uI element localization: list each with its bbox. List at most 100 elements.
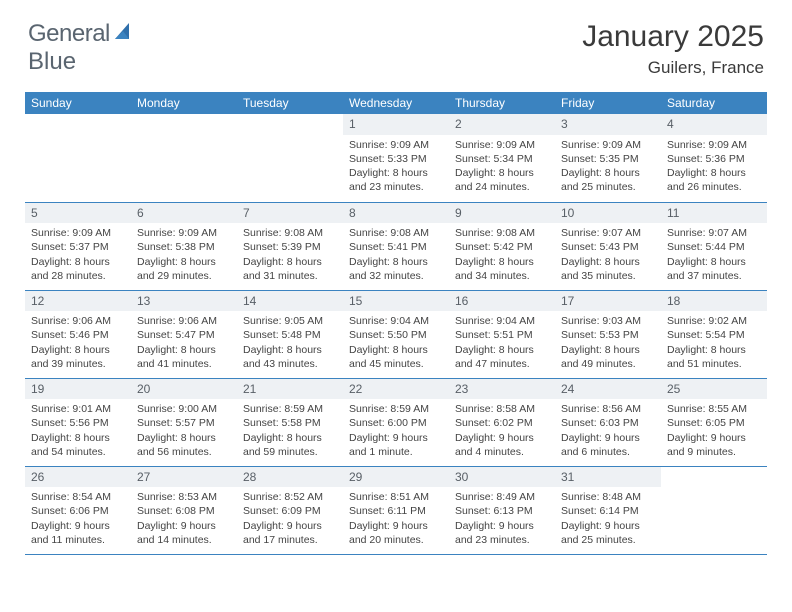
day-detail-line: Sunset: 6:03 PM — [561, 416, 655, 430]
day-details: Sunrise: 9:05 AMSunset: 5:48 PMDaylight:… — [237, 311, 343, 375]
day-detail-line: Daylight: 8 hours — [455, 255, 549, 269]
day-detail-line: Sunrise: 8:56 AM — [561, 402, 655, 416]
day-cell: 2Sunrise: 9:09 AMSunset: 5:34 PMDaylight… — [449, 114, 555, 202]
day-details: Sunrise: 8:59 AMSunset: 6:00 PMDaylight:… — [343, 399, 449, 463]
page-title: January 2025 — [582, 20, 764, 54]
day-detail-line: and 47 minutes. — [455, 357, 549, 371]
day-detail-line: and 26 minutes. — [667, 180, 761, 194]
day-cell: 28Sunrise: 8:52 AMSunset: 6:09 PMDayligh… — [237, 466, 343, 554]
week-row: 1Sunrise: 9:09 AMSunset: 5:33 PMDaylight… — [25, 114, 767, 202]
day-detail-line: Sunset: 6:00 PM — [349, 416, 443, 430]
day-detail-line: Daylight: 8 hours — [667, 255, 761, 269]
day-detail-line: Sunrise: 9:04 AM — [455, 314, 549, 328]
day-detail-line: Sunrise: 9:00 AM — [137, 402, 231, 416]
day-detail-line: and 45 minutes. — [349, 357, 443, 371]
day-cell: 13Sunrise: 9:06 AMSunset: 5:47 PMDayligh… — [131, 290, 237, 378]
day-detail-line: and 25 minutes. — [561, 533, 655, 547]
day-detail-line: Sunrise: 9:09 AM — [137, 226, 231, 240]
day-detail-line: and 20 minutes. — [349, 533, 443, 547]
day-cell: 8Sunrise: 9:08 AMSunset: 5:41 PMDaylight… — [343, 202, 449, 290]
day-detail-line: Sunset: 5:47 PM — [137, 328, 231, 342]
logo-word-1: General — [28, 20, 110, 48]
day-detail-line: Daylight: 8 hours — [137, 431, 231, 445]
day-cell: 1Sunrise: 9:09 AMSunset: 5:33 PMDaylight… — [343, 114, 449, 202]
day-detail-line: Daylight: 8 hours — [243, 255, 337, 269]
day-detail-line: Sunrise: 9:03 AM — [561, 314, 655, 328]
day-number: 27 — [131, 467, 237, 488]
day-detail-line: Sunrise: 8:49 AM — [455, 490, 549, 504]
day-detail-line: Sunrise: 8:48 AM — [561, 490, 655, 504]
day-detail-line: Sunrise: 9:09 AM — [561, 138, 655, 152]
day-cell: 23Sunrise: 8:58 AMSunset: 6:02 PMDayligh… — [449, 378, 555, 466]
day-detail-line: Daylight: 8 hours — [349, 166, 443, 180]
day-cell — [237, 114, 343, 202]
day-number: 26 — [25, 467, 131, 488]
day-details: Sunrise: 9:09 AMSunset: 5:33 PMDaylight:… — [343, 135, 449, 199]
day-details: Sunrise: 9:03 AMSunset: 5:53 PMDaylight:… — [555, 311, 661, 375]
day-detail-line: and 9 minutes. — [667, 445, 761, 459]
day-detail-line: Daylight: 8 hours — [561, 343, 655, 357]
day-number: 29 — [343, 467, 449, 488]
day-detail-line: and 4 minutes. — [455, 445, 549, 459]
day-details: Sunrise: 8:51 AMSunset: 6:11 PMDaylight:… — [343, 487, 449, 551]
day-number: 4 — [661, 114, 767, 135]
day-cell: 20Sunrise: 9:00 AMSunset: 5:57 PMDayligh… — [131, 378, 237, 466]
week-row: 26Sunrise: 8:54 AMSunset: 6:06 PMDayligh… — [25, 466, 767, 554]
day-details: Sunrise: 9:00 AMSunset: 5:57 PMDaylight:… — [131, 399, 237, 463]
day-header: Sunday — [25, 92, 131, 114]
day-detail-line: Sunset: 5:33 PM — [349, 152, 443, 166]
day-details: Sunrise: 8:54 AMSunset: 6:06 PMDaylight:… — [25, 487, 131, 551]
day-number: 6 — [131, 203, 237, 224]
day-detail-line: Daylight: 9 hours — [349, 519, 443, 533]
day-detail-line: Sunset: 5:34 PM — [455, 152, 549, 166]
day-detail-line: Sunset: 5:57 PM — [137, 416, 231, 430]
day-number: 18 — [661, 291, 767, 312]
day-details: Sunrise: 9:09 AMSunset: 5:37 PMDaylight:… — [25, 223, 131, 287]
day-cell: 18Sunrise: 9:02 AMSunset: 5:54 PMDayligh… — [661, 290, 767, 378]
day-detail-line: and 31 minutes. — [243, 269, 337, 283]
day-detail-line: Sunrise: 9:07 AM — [561, 226, 655, 240]
day-cell: 5Sunrise: 9:09 AMSunset: 5:37 PMDaylight… — [25, 202, 131, 290]
logo: General — [28, 20, 136, 48]
day-cell — [25, 114, 131, 202]
day-detail-line: Sunset: 5:51 PM — [455, 328, 549, 342]
day-header: Tuesday — [237, 92, 343, 114]
day-detail-line: Sunrise: 9:08 AM — [455, 226, 549, 240]
day-details: Sunrise: 9:08 AMSunset: 5:42 PMDaylight:… — [449, 223, 555, 287]
day-cell: 21Sunrise: 8:59 AMSunset: 5:58 PMDayligh… — [237, 378, 343, 466]
day-detail-line: and 6 minutes. — [561, 445, 655, 459]
day-detail-line: Daylight: 8 hours — [243, 343, 337, 357]
day-detail-line: and 23 minutes. — [455, 533, 549, 547]
day-detail-line: Sunrise: 8:55 AM — [667, 402, 761, 416]
day-header: Monday — [131, 92, 237, 114]
day-detail-line: and 43 minutes. — [243, 357, 337, 371]
day-detail-line: Sunset: 5:36 PM — [667, 152, 761, 166]
day-detail-line: Daylight: 8 hours — [349, 255, 443, 269]
day-detail-line: Sunrise: 9:09 AM — [667, 138, 761, 152]
day-detail-line: and 56 minutes. — [137, 445, 231, 459]
week-row: 19Sunrise: 9:01 AMSunset: 5:56 PMDayligh… — [25, 378, 767, 466]
day-number: 28 — [237, 467, 343, 488]
day-header: Friday — [555, 92, 661, 114]
day-detail-line: Sunrise: 9:09 AM — [349, 138, 443, 152]
day-number: 7 — [237, 203, 343, 224]
day-detail-line: Sunset: 5:46 PM — [31, 328, 125, 342]
day-header: Saturday — [661, 92, 767, 114]
day-cell: 4Sunrise: 9:09 AMSunset: 5:36 PMDaylight… — [661, 114, 767, 202]
week-row: 5Sunrise: 9:09 AMSunset: 5:37 PMDaylight… — [25, 202, 767, 290]
day-cell: 16Sunrise: 9:04 AMSunset: 5:51 PMDayligh… — [449, 290, 555, 378]
logo-word-2: Blue — [28, 48, 76, 76]
day-details: Sunrise: 8:56 AMSunset: 6:03 PMDaylight:… — [555, 399, 661, 463]
day-detail-line: Daylight: 8 hours — [561, 166, 655, 180]
header: General January 2025 Guilers, France — [0, 0, 792, 92]
day-details: Sunrise: 9:09 AMSunset: 5:36 PMDaylight:… — [661, 135, 767, 199]
day-number: 25 — [661, 379, 767, 400]
day-detail-line: Daylight: 8 hours — [137, 343, 231, 357]
day-details: Sunrise: 8:53 AMSunset: 6:08 PMDaylight:… — [131, 487, 237, 551]
day-cell: 19Sunrise: 9:01 AMSunset: 5:56 PMDayligh… — [25, 378, 131, 466]
day-detail-line: Sunrise: 9:09 AM — [455, 138, 549, 152]
day-cell: 11Sunrise: 9:07 AMSunset: 5:44 PMDayligh… — [661, 202, 767, 290]
day-detail-line: Daylight: 9 hours — [455, 431, 549, 445]
day-detail-line: and 24 minutes. — [455, 180, 549, 194]
day-header-row: SundayMondayTuesdayWednesdayThursdayFrid… — [25, 92, 767, 114]
